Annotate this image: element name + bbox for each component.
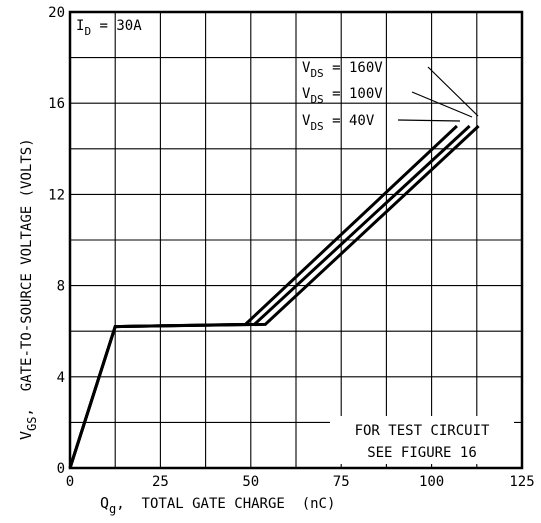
y-tick-label: 0 — [57, 461, 65, 477]
x-tick-label: 100 — [419, 474, 444, 490]
x-tick-label: 75 — [333, 474, 350, 490]
x-axis-label: Qg, TOTAL GATE CHARGE (nC) — [100, 494, 335, 516]
y-tick-label: 20 — [48, 5, 65, 21]
x-tick-label: 125 — [509, 474, 534, 490]
series-label-100v: VDS = 100V — [302, 86, 383, 106]
leader-line-100v — [411, 91, 473, 118]
series-label-40v: VDS = 40V — [302, 113, 375, 133]
leader-line-160v — [427, 66, 479, 117]
note-line-2: SEE FIGURE 16 — [367, 445, 477, 461]
y-tick-label: 16 — [48, 96, 65, 112]
x-tick-label: 25 — [152, 474, 169, 490]
test-circuit-note: FOR TEST CIRCUIT SEE FIGURE 16 — [330, 416, 514, 464]
tick-labels: 0 25 50 75 100 125 0 4 8 12 16 20 — [48, 5, 535, 490]
y-tick-label: 4 — [57, 370, 65, 386]
y-axis-label: VGS, GATE-TO-SOURCE VOLTAGE (VOLTS) — [17, 138, 39, 440]
series-label-160v: VDS = 160V — [302, 60, 383, 80]
y-tick-label: 8 — [57, 279, 65, 295]
series-labels: VDS = 160V VDS = 100V VDS = 40V — [302, 60, 479, 133]
x-tick-label: 50 — [242, 474, 259, 490]
series-group — [68, 124, 480, 469]
note-line-1: FOR TEST CIRCUIT — [355, 423, 490, 439]
leader-line-40v — [397, 119, 461, 122]
series-line-2 — [68, 124, 458, 469]
y-tick-label: 12 — [48, 187, 65, 203]
x-tick-label: 0 — [66, 474, 74, 490]
note-box — [330, 416, 514, 464]
plot-frame — [68, 10, 524, 470]
grid — [70, 12, 522, 468]
condition-label: ID = 30A — [76, 18, 142, 38]
